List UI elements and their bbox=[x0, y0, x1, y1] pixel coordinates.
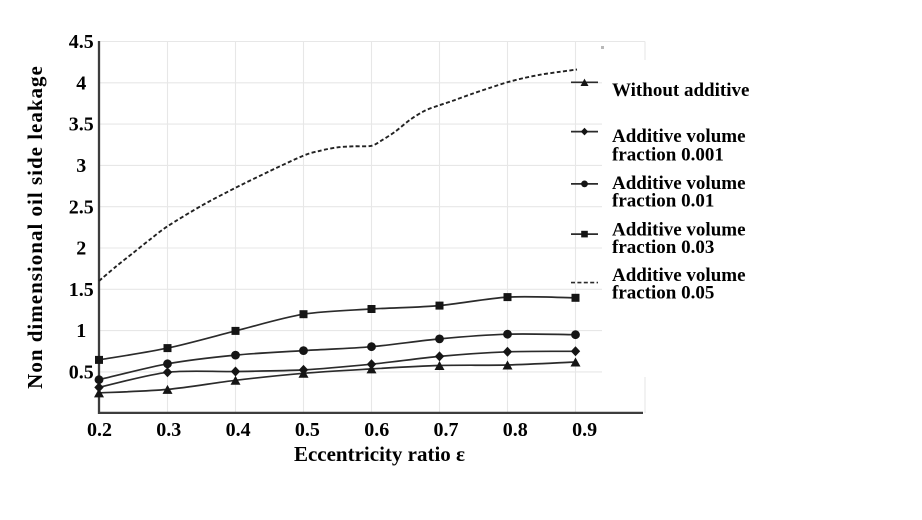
svg-text:2: 2 bbox=[76, 238, 86, 260]
svg-text:0.9: 0.9 bbox=[572, 419, 597, 441]
svg-text:4: 4 bbox=[76, 72, 86, 94]
svg-text:Non dimensional oil side leaka: Non dimensional oil side leakage bbox=[23, 65, 47, 389]
svg-text:3.5: 3.5 bbox=[69, 114, 94, 136]
svg-text:1.5: 1.5 bbox=[69, 279, 94, 301]
svg-text:Additive volume: Additive volume bbox=[612, 126, 746, 147]
svg-text:fraction 0.03: fraction 0.03 bbox=[612, 237, 714, 258]
svg-text:Additive volume: Additive volume bbox=[612, 220, 746, 241]
svg-text:0.6: 0.6 bbox=[364, 419, 389, 441]
svg-text:3: 3 bbox=[76, 155, 86, 177]
svg-text:Without additive: Without additive bbox=[612, 80, 749, 101]
svg-text:0.5: 0.5 bbox=[295, 419, 320, 441]
svg-text:1: 1 bbox=[76, 320, 86, 342]
svg-text:fraction 0.05: fraction 0.05 bbox=[612, 283, 714, 304]
svg-text:0.3: 0.3 bbox=[156, 419, 181, 441]
svg-text:Additive volume: Additive volume bbox=[612, 173, 746, 194]
svg-text:2.5: 2.5 bbox=[69, 196, 94, 218]
svg-text:0.8: 0.8 bbox=[503, 419, 528, 441]
svg-text:Additive volume: Additive volume bbox=[612, 265, 746, 286]
svg-text:0.2: 0.2 bbox=[87, 419, 112, 441]
svg-text:fraction 0.01: fraction 0.01 bbox=[612, 191, 714, 212]
svg-text:0.4: 0.4 bbox=[226, 419, 251, 441]
svg-text:Eccentricity ratio ε: Eccentricity ratio ε bbox=[294, 442, 465, 466]
svg-text:0.7: 0.7 bbox=[434, 419, 459, 441]
svg-text:4.5: 4.5 bbox=[69, 31, 94, 53]
svg-text:fraction 0.001: fraction 0.001 bbox=[612, 144, 724, 165]
svg-text:0.5: 0.5 bbox=[69, 362, 94, 384]
